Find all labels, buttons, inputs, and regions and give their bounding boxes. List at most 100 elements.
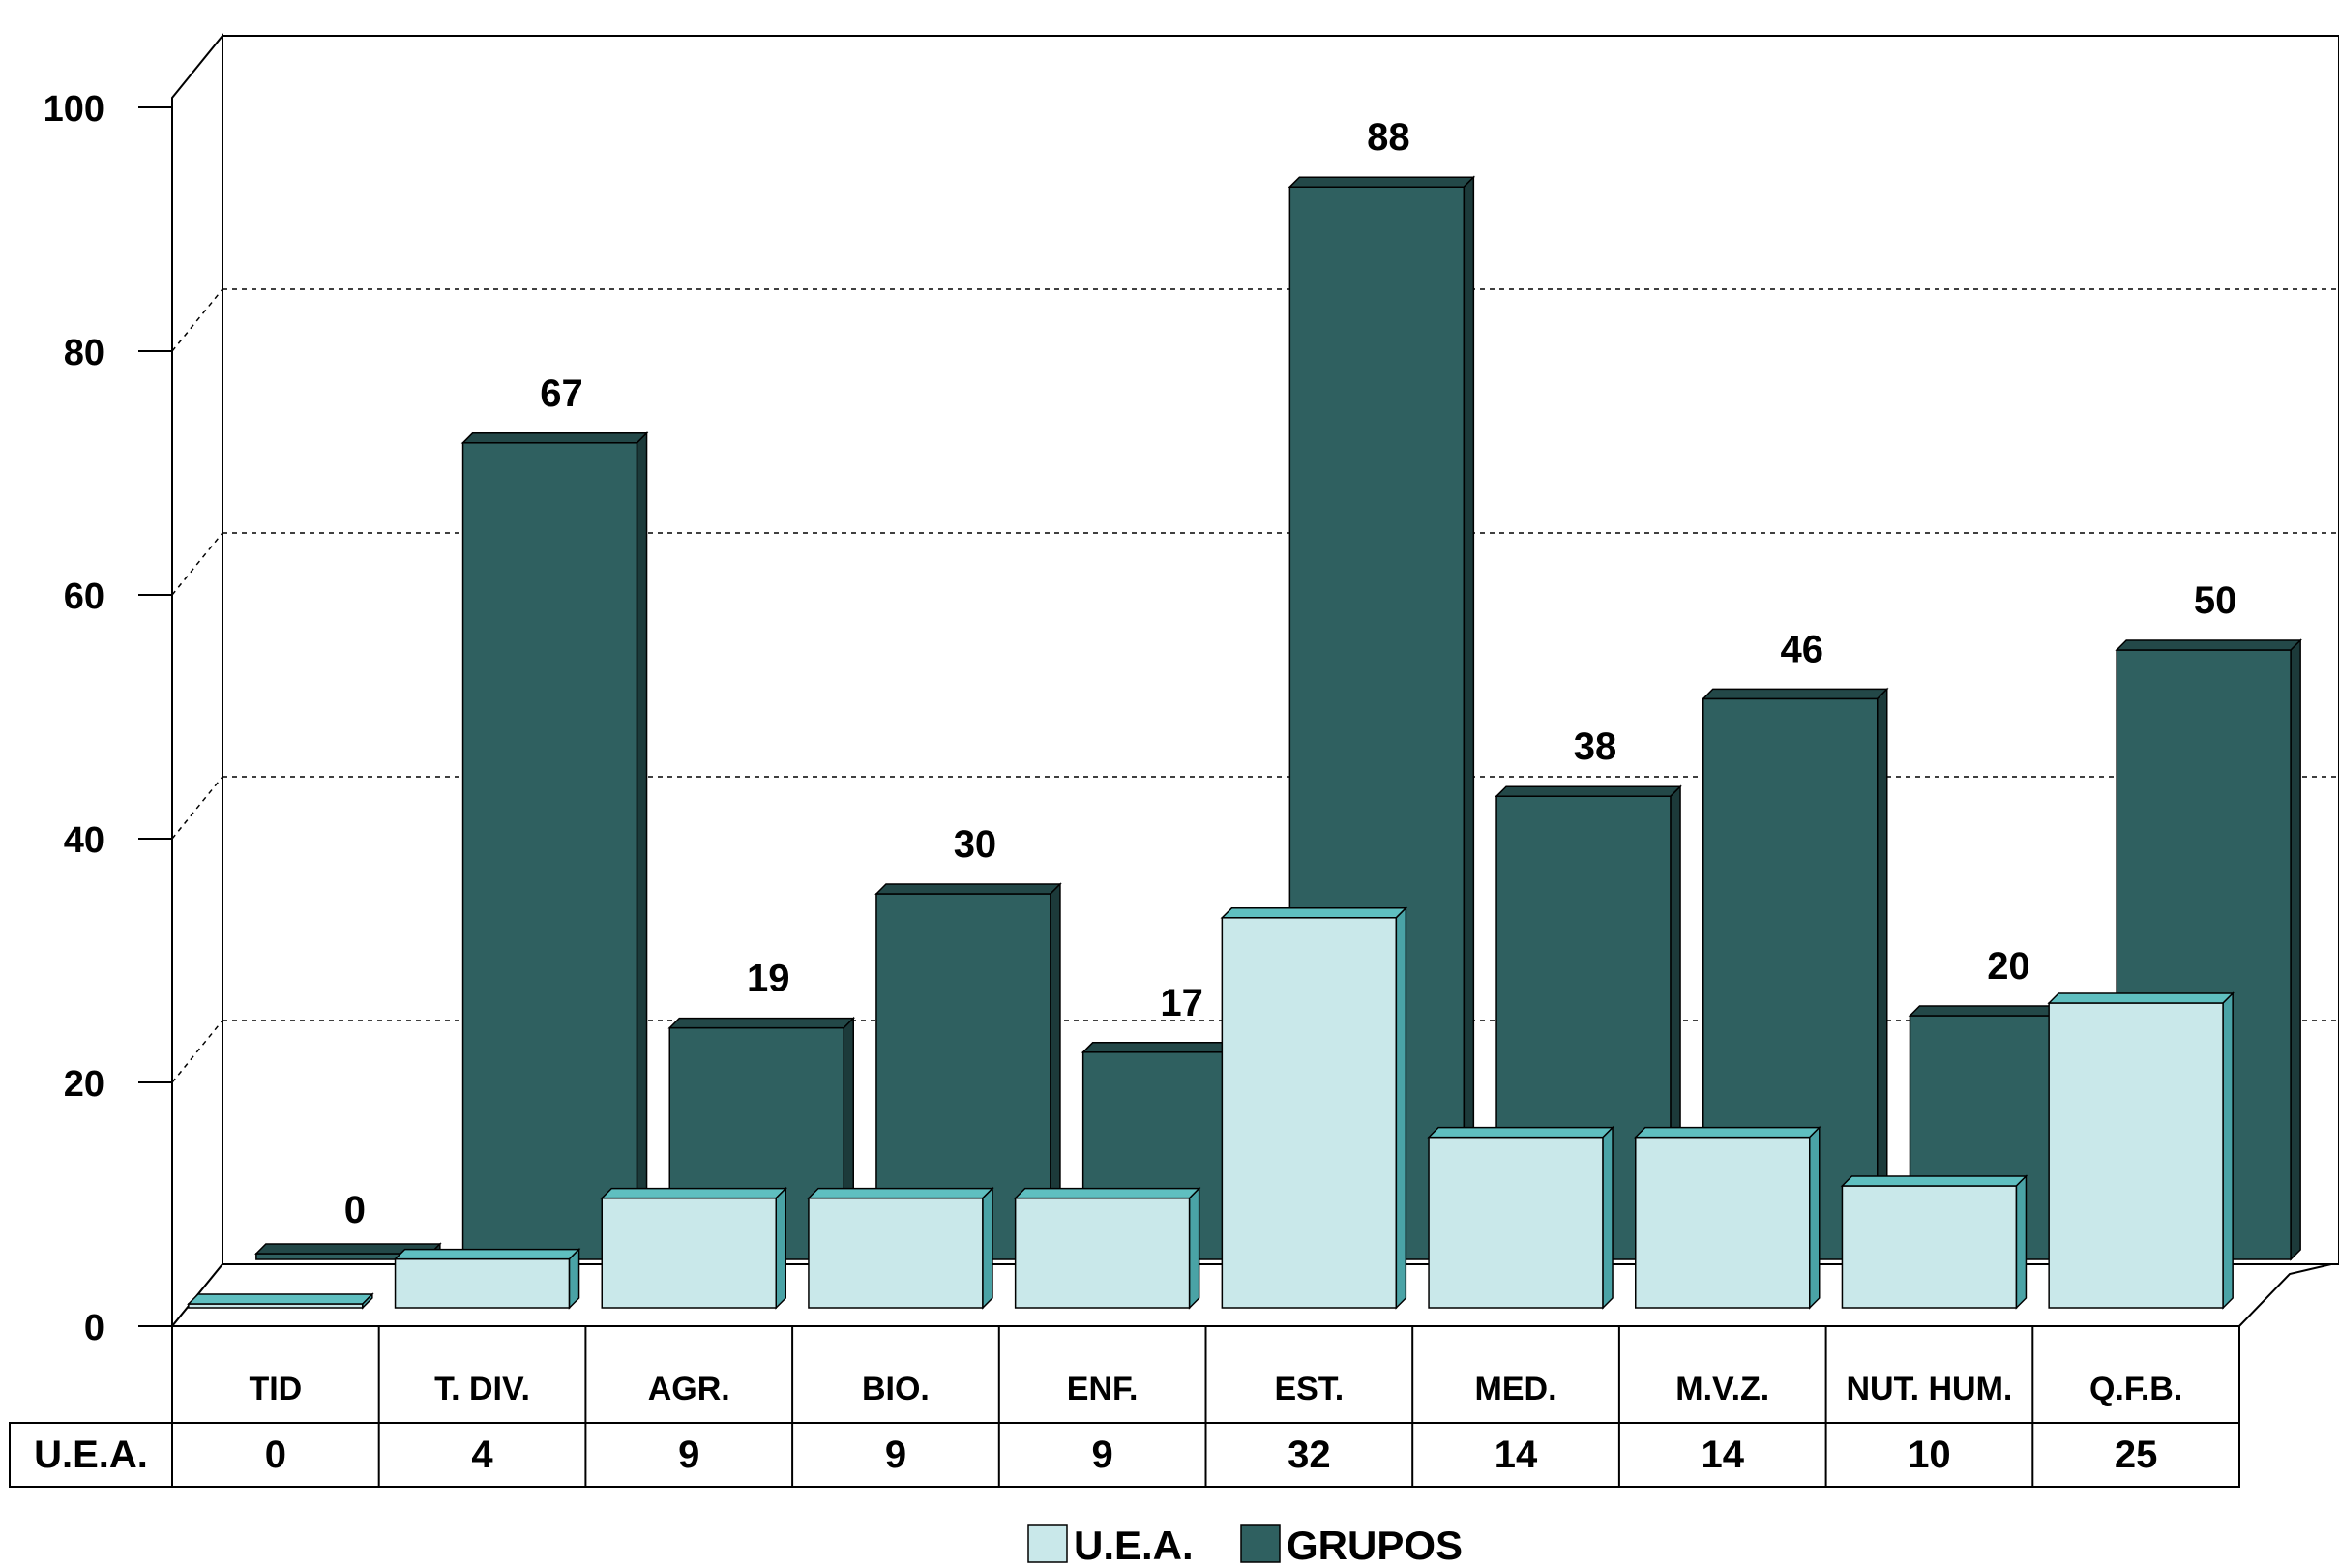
data-label-grupos-nut-hum: 20 <box>1987 945 2030 988</box>
bar-uea-bio <box>807 1186 994 1310</box>
bar-uea-bio-front <box>808 1197 984 1309</box>
bar-uea-enf-side <box>1188 1186 1200 1310</box>
bar-uea-q-f-b-front <box>2048 1002 2224 1309</box>
data-label-grupos-m-v-z: 46 <box>1781 628 1824 670</box>
x-category-label-med: MED. <box>1475 1371 1557 1407</box>
bar-grupos-est-side <box>1463 175 1475 1261</box>
bar-grupos-m-v-z-side <box>1877 687 1888 1261</box>
bar-uea-bio-top <box>807 1187 994 1199</box>
gridline-depth-20 <box>171 1020 223 1083</box>
bar-grupos-t-div-side <box>636 430 648 1261</box>
bar-grupos-q-f-b-top <box>2115 639 2302 651</box>
bar-uea-est-side <box>1395 905 1407 1310</box>
bar-uea-tid <box>187 1292 374 1310</box>
bar-grupos-m-v-z-top <box>1701 688 1889 700</box>
table-value-q-f-b: 25 <box>2115 1434 2158 1476</box>
gridline-depth-80 <box>171 288 223 352</box>
gridline-depth-40 <box>171 776 223 840</box>
legend-label-grupos: GRUPOS <box>1287 1523 1463 1568</box>
bar-uea-med-side <box>1602 1125 1614 1310</box>
bar-uea-nut-hum <box>1840 1174 2028 1310</box>
x-category-label-q-f-b: Q.F.B. <box>2089 1371 2182 1407</box>
table-value-m-v-z: 14 <box>1702 1434 1745 1476</box>
bar-grupos-est-top <box>1288 176 1476 188</box>
bar-uea-nut-hum-top <box>1840 1175 2028 1187</box>
bar-grupos-agr-top <box>667 1017 856 1029</box>
bar-uea-m-v-z <box>1633 1125 1821 1310</box>
bar-uea-tid-top <box>187 1293 374 1305</box>
table-value-t-div: 4 <box>471 1434 493 1476</box>
legend-label-uea: U.E.A. <box>1074 1523 1194 1568</box>
bar-uea-q-f-b-top <box>2047 992 2235 1004</box>
bar-uea-agr <box>600 1186 788 1310</box>
bar-uea-bio-side <box>982 1186 993 1310</box>
y-axis: 0 20 40 60 80 100 <box>44 89 173 1348</box>
bar-uea-m-v-z-front <box>1635 1136 1811 1309</box>
x-category-label-nut-hum: NUT. HUM. <box>1847 1371 2013 1407</box>
y-tick-label: 80 <box>64 333 104 373</box>
legend: U.E.A. GRUPOS <box>1027 1523 1463 1568</box>
bar-uea-nut-hum-front <box>1841 1185 2018 1309</box>
data-label-grupos-enf: 17 <box>1160 982 1203 1024</box>
x-category-label-enf: ENF. <box>1067 1371 1139 1407</box>
bar-uea-tid-side <box>362 1292 373 1310</box>
bar-grupos-t-div <box>460 430 649 1261</box>
bar-uea-est-top <box>1220 907 1408 919</box>
x-category-label-bio: BIO. <box>862 1371 930 1407</box>
table-row-label: U.E.A. <box>34 1434 148 1476</box>
y-tick-label: 100 <box>44 89 104 130</box>
table-value-nut-hum: 10 <box>1908 1434 1951 1476</box>
bar-grupos-q-f-b-side <box>2290 638 2301 1261</box>
bar-uea-est-front <box>1221 917 1398 1309</box>
legend-swatch-uea <box>1027 1524 1068 1563</box>
bar-uea-med-front <box>1428 1136 1604 1309</box>
bar-grupos-t-div-top <box>460 432 649 444</box>
bar-uea-t-div-top <box>393 1248 581 1260</box>
bar-grupos-t-div-front <box>461 442 638 1260</box>
table-value-est: 32 <box>1288 1434 1331 1476</box>
y-tick-label: 0 <box>84 1308 104 1348</box>
legend-swatch-grupos <box>1240 1524 1281 1563</box>
bar-uea-nut-hum-side <box>2015 1174 2028 1310</box>
gridline-depth-60 <box>171 532 223 596</box>
x-category-label-agr: AGR. <box>648 1371 730 1407</box>
data-label-grupos-bio: 30 <box>954 823 997 866</box>
x-category-label-t-div: T. DIV. <box>434 1371 530 1407</box>
bar-uea-t-div <box>393 1247 581 1310</box>
bar-grupos-tid <box>254 1242 442 1261</box>
data-labels: 0 67 19 30 17 88 38 46 20 50 <box>344 116 2237 1231</box>
bar-uea-enf-top <box>1013 1187 1201 1199</box>
data-label-grupos-tid: 0 <box>344 1189 366 1231</box>
data-label-grupos-agr: 19 <box>747 958 790 1000</box>
data-label-grupos-q-f-b: 50 <box>2194 579 2237 622</box>
table-value-bio: 9 <box>885 1434 906 1476</box>
bar-grupos-bio-top <box>874 883 1062 895</box>
left-wall <box>171 33 223 1329</box>
bar-uea-m-v-z-top <box>1633 1126 1821 1139</box>
y-tick-label: 20 <box>64 1064 104 1105</box>
bar-uea-t-div-side <box>568 1247 580 1310</box>
bar-uea-enf-front <box>1014 1197 1191 1309</box>
x-category-label-tid: TID <box>249 1371 302 1407</box>
bar-uea-q-f-b <box>2047 991 2235 1310</box>
table-value-med: 14 <box>1495 1434 1538 1476</box>
x-category-label-est: EST. <box>1274 1371 1344 1407</box>
bar-uea-agr-side <box>775 1186 786 1310</box>
bar-uea-med <box>1427 1125 1614 1310</box>
bar-uea-agr-top <box>600 1187 788 1199</box>
bar-uea-m-v-z-side <box>1809 1125 1821 1310</box>
table-value-tid: 0 <box>265 1434 286 1476</box>
bar-uea-med-top <box>1427 1126 1614 1139</box>
y-tick-label: 40 <box>64 820 104 861</box>
bar-uea-q-f-b-side <box>2222 991 2234 1310</box>
series-uea <box>187 905 2235 1310</box>
data-table: U.E.A. TID 0 T. DIV. 4 AGR. 9 BIO. 9 ENF. 9 EST. 32 M… <box>9 1325 2240 1488</box>
data-label-grupos-est: 88 <box>1367 116 1410 159</box>
bar-uea-t-div-front <box>394 1257 571 1309</box>
bar-uea-agr-front <box>601 1197 777 1309</box>
table-value-enf: 9 <box>1092 1434 1113 1476</box>
x-category-label-m-v-z: M.V.Z. <box>1675 1371 1769 1407</box>
data-label-grupos-med: 38 <box>1574 725 1617 768</box>
bar-grupos-med-top <box>1495 785 1682 797</box>
